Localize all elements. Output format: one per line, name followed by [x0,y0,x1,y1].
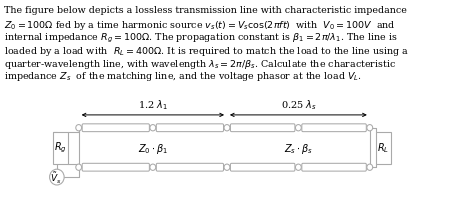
Bar [376,132,391,164]
Circle shape [76,124,82,131]
Circle shape [224,124,230,131]
FancyBboxPatch shape [230,163,295,171]
Circle shape [76,164,82,170]
Circle shape [224,164,230,170]
Text: loaded by a load with  $R_L=400\Omega$. It is required to match the load to the : loaded by a load with $R_L=400\Omega$. I… [4,45,409,58]
Text: The figure below depicts a lossless transmission line with characteristic impeda: The figure below depicts a lossless tran… [4,6,407,15]
Bar [53,132,68,164]
Text: $Z_s\cdot\beta_s$: $Z_s\cdot\beta_s$ [284,143,313,157]
Text: 1.2 $\lambda_1$: 1.2 $\lambda_1$ [138,98,168,112]
Text: $Z_0\cdot\beta_1$: $Z_0\cdot\beta_1$ [138,143,168,157]
Text: $Z_0=100\Omega$ fed by a time harmonic source $v_s(t)=V_s\cos(2\pi ft)$  with  $: $Z_0=100\Omega$ fed by a time harmonic s… [4,19,396,32]
Circle shape [367,124,373,131]
Text: $R_L$: $R_L$ [377,141,390,155]
Text: internal impedance $R_g=100\Omega$. The propagation constant is $\beta_1=2\pi/\l: internal impedance $R_g=100\Omega$. The … [4,32,398,45]
Circle shape [367,164,373,170]
FancyBboxPatch shape [230,124,295,132]
Circle shape [295,164,301,170]
FancyBboxPatch shape [302,124,366,132]
Text: 0.25 $\lambda_s$: 0.25 $\lambda_s$ [281,98,316,112]
FancyBboxPatch shape [156,124,224,132]
Text: quarter-wavelength line, with wavelength $\lambda_s=2\pi/\beta_s$. Calculate the: quarter-wavelength line, with wavelength… [4,58,396,71]
Circle shape [295,124,301,131]
FancyBboxPatch shape [82,163,149,171]
FancyBboxPatch shape [302,163,366,171]
Text: impedance $Z_s$  of the matching line, and the voltage phasor at the load $V_L$.: impedance $Z_s$ of the matching line, an… [4,71,362,83]
Circle shape [150,124,156,131]
Circle shape [50,169,64,185]
Circle shape [150,164,156,170]
FancyBboxPatch shape [156,163,224,171]
Text: $R_g$: $R_g$ [54,141,67,155]
Text: $\tilde{V}_s$: $\tilde{V}_s$ [50,170,62,186]
FancyBboxPatch shape [82,124,149,132]
